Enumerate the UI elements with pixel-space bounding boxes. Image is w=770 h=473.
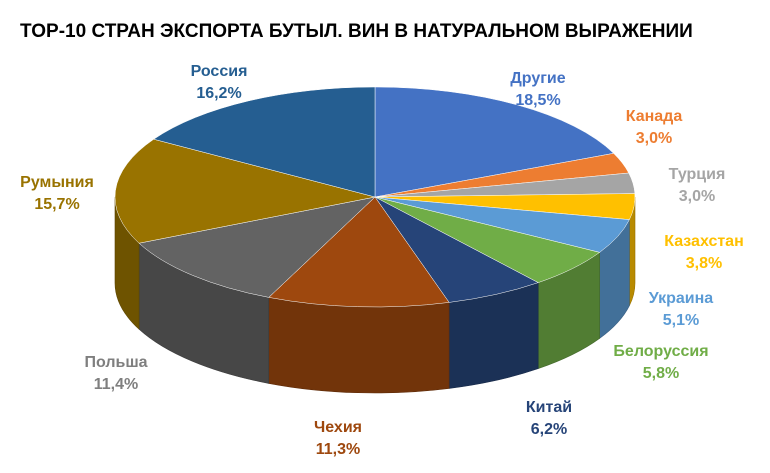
slice-value-label: 16,2% [196,85,241,102]
slice-value-label: 3,0% [636,130,672,147]
pie-labels: Другие 18,5% Канада 3,0% Турция 3,0% Казахстан… [20,63,744,458]
slice-name-label: Канада [626,108,683,125]
slice-name-label: Другие [510,70,565,87]
slice-value-label: 6,2% [531,421,567,438]
slice-10 [114,138,376,244]
slice-name-label: Китай [526,399,572,416]
slice-11-label: Россия 16,2% [191,63,248,102]
slice-4-label: Казахстан 3,8% [664,233,744,272]
slice-value-label: 3,8% [686,255,722,272]
chart-title: TOP-10 СТРАН ЭКСПОРТА БУТЫЛ. ВИН В НАТУР… [20,21,693,42]
slice-value-label: 11,4% [94,376,138,393]
pie-slices [114,86,636,308]
slice-8 [268,196,450,308]
slice-value-label: 5,1% [663,312,699,329]
slice-value-label: 15,7% [34,196,79,213]
slice-10-label: Румыния 15,7% [20,174,94,213]
slice-2-label: Канада 3,0% [626,108,683,147]
slice-5-label: Украина 5,1% [649,290,714,329]
slice-8-side [268,297,450,394]
slice-9-label: Польша 11,4% [84,354,147,393]
slice-7-label: Китай 6,2% [526,399,572,438]
slice-9 [138,196,376,298]
slice-name-label: Румыния [20,174,94,191]
slice-value-label: 5,8% [643,365,679,382]
slice-name-label: Россия [191,63,248,80]
slice-1 [374,86,615,198]
slice-name-label: Чехия [314,419,362,436]
slice-name-label: Казахстан [664,233,744,250]
slice-value-label: 3,0% [679,188,715,205]
slice-6-label: Белоруссия 5,8% [613,343,708,382]
slice-value-label: 11,3% [316,441,360,458]
slice-name-label: Белоруссия [613,343,708,360]
slice-name-label: Турция [669,166,726,183]
slice-11 [153,86,376,198]
slice-1-label: Другие 18,5% [510,70,565,109]
slice-8-label: Чехия 11,3% [314,419,362,458]
slice-3-label: Турция 3,0% [669,166,726,205]
slice-name-label: Польша [84,354,147,371]
slice-name-label: Украина [649,290,714,307]
slice-value-label: 18,5% [515,92,560,109]
